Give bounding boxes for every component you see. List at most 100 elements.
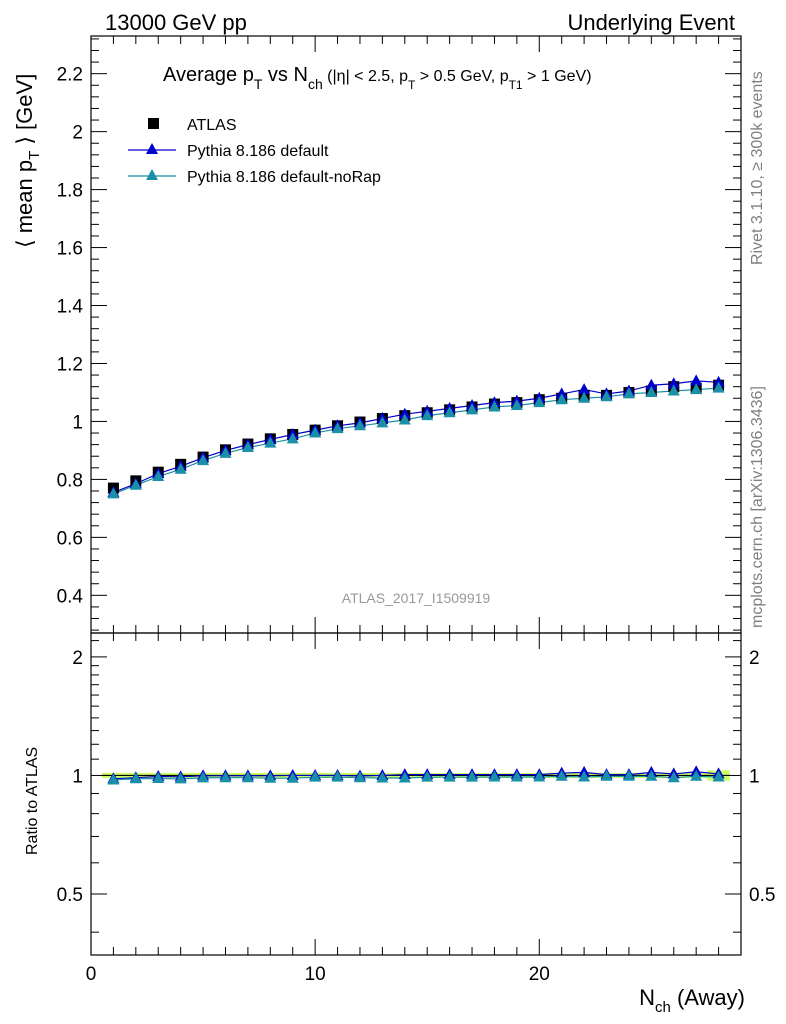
ratio-axes: 0 10 20 0.5 0.5 1 1 2 2	[57, 633, 775, 985]
ratio-point-norap	[286, 771, 299, 783]
ratio-point-norap	[533, 770, 546, 782]
ratio-ytick-label: 2	[72, 648, 83, 669]
ratio-series	[107, 765, 725, 785]
data-point-norap	[443, 406, 456, 418]
x-axis-label: Nch (Away)	[639, 985, 745, 1016]
ratio-point-norap	[600, 769, 613, 781]
data-point-default	[667, 377, 680, 389]
legend-label-norap: Pythia 8.186 default-noRap	[187, 169, 381, 186]
main-ytick-label: 1.2	[57, 354, 83, 375]
analysis-watermark: ATLAS_2017_I1509919	[342, 590, 491, 606]
data-point-norap	[219, 446, 232, 458]
main-ytick-label: 1	[72, 412, 83, 433]
data-point-norap	[533, 396, 546, 408]
data-point-default	[398, 407, 411, 419]
chart-title: Average pT vs Nch (|η| < 2.5, pT > 0.5 G…	[163, 64, 592, 92]
main-ytick-label: 0.8	[57, 470, 83, 491]
ratio-point-norap	[309, 770, 322, 782]
data-point-norap	[241, 441, 254, 453]
ratio-ytick-label-right: 2	[749, 648, 760, 669]
ratio-ytick-label-right: 0.5	[749, 885, 775, 906]
data-point-norap	[197, 454, 210, 466]
main-ytick-label: 0.6	[57, 528, 83, 549]
data-point-norap	[107, 487, 120, 499]
main-ytick-label: 2.2	[57, 65, 83, 86]
legend-marker-atlas	[148, 118, 159, 129]
ratio-point-norap	[690, 769, 703, 781]
ratio-point-norap	[667, 771, 680, 783]
data-point-default	[690, 374, 703, 386]
ratio-point-norap	[331, 770, 344, 782]
data-point-default	[555, 387, 568, 399]
data-point-default	[645, 378, 658, 390]
ratio-ytick-label: 0.5	[57, 885, 83, 906]
main-ylabel: ⟨ mean pT ⟩ [GeV]	[12, 74, 43, 248]
ratio-ylabel: Ratio to ATLAS	[24, 747, 41, 855]
main-ytick-label: 1.4	[57, 297, 84, 318]
ratio-point-norap	[712, 770, 725, 782]
data-point-norap	[645, 385, 658, 397]
ratio-line-default	[113, 771, 719, 780]
ratio-point-norap	[129, 772, 142, 784]
ratio-point-norap	[152, 772, 165, 784]
main-axes: 0.4 0.6 0.8 1 1.2 1.4 1.6 1.8 2 2.2	[57, 36, 742, 633]
data-point-norap	[466, 403, 479, 415]
series-line-norap	[113, 387, 719, 495]
data-point-norap	[376, 416, 389, 428]
ratio-point-norap	[421, 770, 434, 782]
legend-marker-norap	[146, 169, 158, 180]
ratio-point-norap	[241, 771, 254, 783]
ratio-xtick-label: 10	[305, 964, 326, 985]
ratio-point-norap	[376, 771, 389, 783]
data-point-norap	[578, 391, 591, 403]
ratio-point-norap	[107, 773, 120, 785]
ratio-point-norap	[555, 769, 568, 781]
data-point-norap	[600, 390, 613, 402]
data-point-norap	[174, 462, 187, 474]
data-point-norap	[353, 419, 366, 431]
rivet-label: Rivet 3.1.10, ≥ 300k events	[749, 71, 766, 265]
data-point-norap	[421, 409, 434, 421]
ratio-xtick-label: 20	[529, 964, 550, 985]
legend-marker-default	[146, 143, 158, 154]
data-point-norap	[331, 422, 344, 434]
ratio-point-norap	[645, 769, 658, 781]
data-point-norap	[152, 470, 165, 482]
ratio-line-norap	[113, 775, 719, 781]
ratio-xtick-label: 0	[86, 964, 97, 985]
data-point-default	[712, 375, 725, 387]
ratio-point-norap	[264, 771, 277, 783]
ratio-point-norap	[353, 771, 366, 783]
legend-label-atlas: ATLAS	[187, 117, 237, 134]
data-point-norap	[488, 400, 501, 412]
ratio-point-norap	[219, 771, 232, 783]
ratio-ytick-label: 1	[72, 766, 83, 787]
ratio-frame	[90, 632, 742, 956]
ratio-point-norap	[488, 770, 501, 782]
main-ytick-label: 2	[72, 123, 83, 144]
ratio-point-norap	[443, 770, 456, 782]
data-point-norap	[667, 384, 680, 396]
header-right: Underlying Event	[567, 10, 735, 35]
ratio-point-norap	[466, 770, 479, 782]
header-left: 13000 GeV pp	[105, 10, 247, 35]
series-line-default	[113, 380, 719, 494]
ratio-point-norap	[197, 771, 210, 783]
data-point-norap	[129, 478, 142, 490]
ratio-point-norap	[510, 770, 523, 782]
data-point-norap	[264, 436, 277, 448]
main-ytick-label: 1.8	[57, 181, 83, 202]
data-point-norap	[622, 387, 635, 399]
data-point-norap	[555, 393, 568, 405]
ratio-ytick-label-right: 1	[749, 766, 760, 787]
legend: ATLAS Pythia 8.186 default Pythia 8.186 …	[128, 117, 381, 186]
main-ytick-label: 0.4	[57, 586, 84, 607]
mcplots-label: mcplots.cern.ch [arXiv:1306.3436]	[749, 386, 766, 628]
ratio-point-norap	[398, 771, 411, 783]
ratio-point-norap	[622, 769, 635, 781]
ratio-point-norap	[578, 770, 591, 782]
data-point-norap	[712, 381, 725, 393]
data-point-norap	[286, 432, 299, 444]
data-point-norap	[309, 426, 322, 438]
